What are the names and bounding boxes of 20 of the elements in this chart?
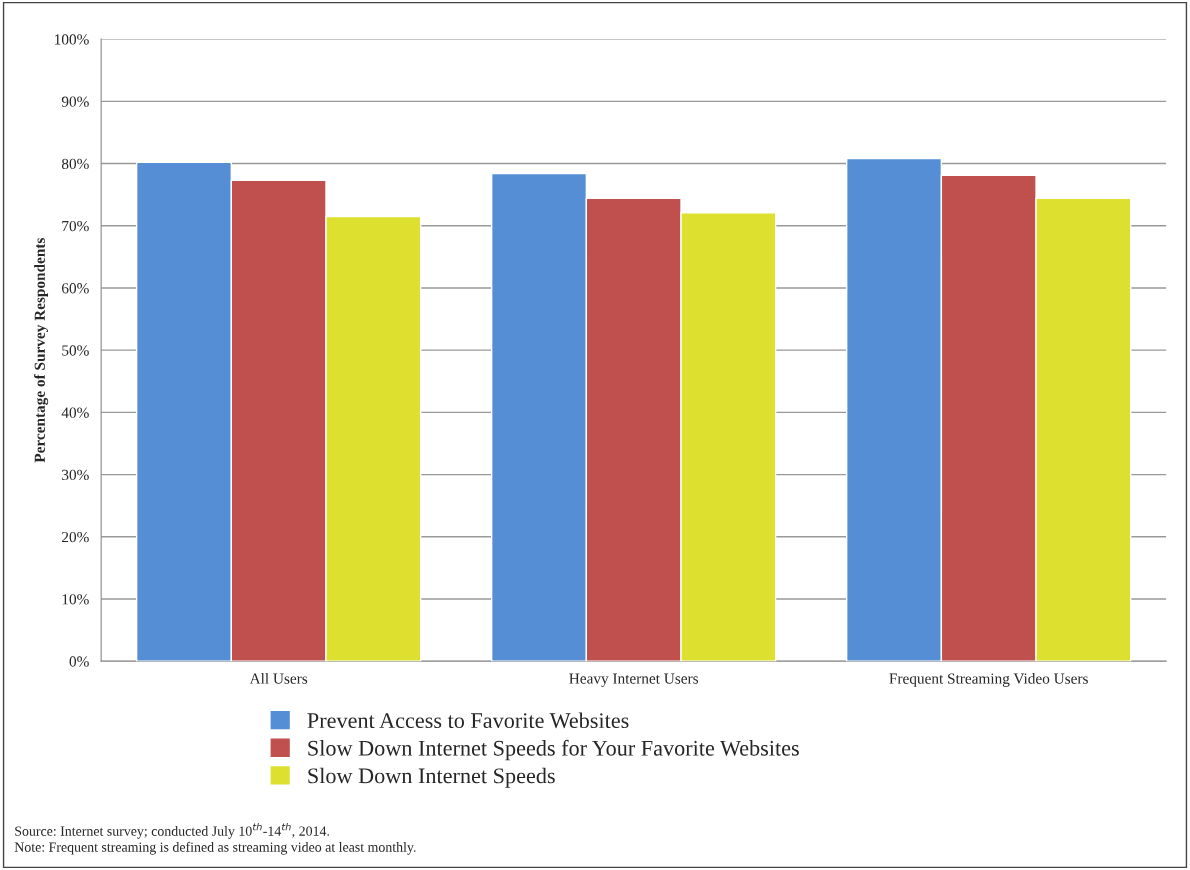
legend-label: Slow Down Internet Speeds for Your Favorite Websites xyxy=(308,739,799,761)
y-tick-label: 0% xyxy=(69,656,89,667)
x-tick-label: Heavy Internet Users xyxy=(569,673,699,687)
y-tick-label: 60% xyxy=(62,283,89,294)
x-tick-label: Frequent Streaming Video Users xyxy=(889,673,1088,687)
y-tick-label: 90% xyxy=(61,96,89,107)
y-axis-title: Percentage of Survey Respondents xyxy=(34,238,49,463)
y-tick-label: 50% xyxy=(62,345,89,356)
y-tick-label: 20% xyxy=(62,531,89,543)
legend-label: Prevent Access to Favorite Websites xyxy=(307,712,629,729)
x-tick-label: All Users xyxy=(249,673,308,684)
y-tick-label: 40% xyxy=(61,407,89,418)
text: Note: Frequent streaming is defined as streaming video at least monthly. xyxy=(14,841,416,855)
y-tick-label: 70% xyxy=(62,220,89,232)
legend-label: Slow Down Internet Speeds xyxy=(308,767,555,788)
source-note: Source: Internet survey; conducted July 10$^{th}$-14$^{th}$, 2014. xyxy=(15,822,330,839)
y-tick-label: 100% xyxy=(55,34,89,45)
y-tick-label: 10% xyxy=(62,594,89,605)
y-tick-label: 80% xyxy=(61,158,89,170)
y-tick-label: 30% xyxy=(62,469,89,481)
